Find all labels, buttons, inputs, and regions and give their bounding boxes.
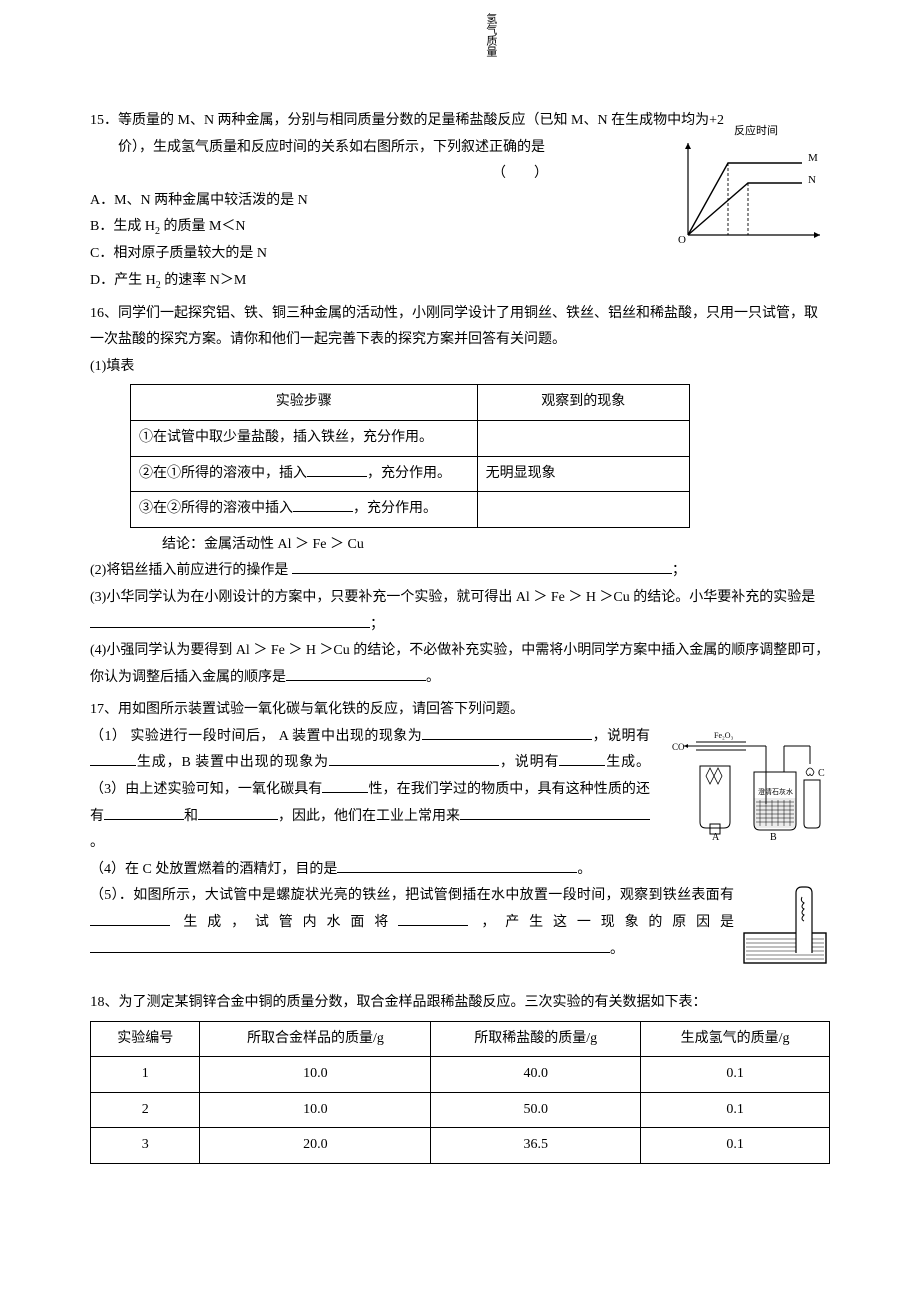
cell: 3 bbox=[91, 1128, 200, 1164]
q17-p3: （3）由上述实验可知，一氧化碳具有性，在我们学过的物质中，具有这种性质的还有和，… bbox=[90, 777, 650, 857]
cell: 2 bbox=[91, 1092, 200, 1128]
q18-data-table: 实验编号 所取合金样品的质量/g 所取稀盐酸的质量/g 生成氢气的质量/g 1 … bbox=[90, 1021, 830, 1164]
apparatus-svg: CO Fe₂O₃ A 澄清石灰水 B bbox=[670, 724, 830, 842]
table-row: 1 10.0 40.0 0.1 bbox=[91, 1057, 830, 1093]
q17-stem: 17、用如图所示装置试验一氧化碳与氧化铁的反应，请回答下列问题。 bbox=[90, 697, 830, 724]
step1-obs bbox=[477, 420, 689, 456]
step2-text: ②在①所得的溶液中，插入，充分作用。 bbox=[131, 456, 478, 492]
svg-text:Fe₂O₃: Fe₂O₃ bbox=[714, 731, 734, 740]
table-row: 实验编号 所取合金样品的质量/g 所取稀盐酸的质量/g 生成氢气的质量/g bbox=[91, 1021, 830, 1057]
blank-17-3d[interactable] bbox=[460, 804, 650, 819]
blank-sub4[interactable] bbox=[286, 665, 426, 680]
blank-17-1d[interactable] bbox=[559, 751, 605, 766]
x-axis-label: 反应时间 bbox=[748, 121, 778, 142]
cell: 0.1 bbox=[641, 1092, 830, 1128]
step3-obs bbox=[477, 492, 689, 528]
blank-17-3a[interactable] bbox=[322, 778, 368, 793]
blank-17-3b[interactable] bbox=[104, 804, 184, 819]
question-16: 16、同学们一起探究铝、铁、铜三种金属的活动性，小刚同学设计了用铜丝、铁丝、铝丝… bbox=[90, 301, 830, 692]
col-3: 生成氢气的质量/g bbox=[641, 1021, 830, 1057]
y-axis-label-vertical: 氢气质量 bbox=[648, 135, 664, 176]
blank-17-4[interactable] bbox=[337, 857, 577, 872]
cell: 36.5 bbox=[431, 1128, 641, 1164]
col-0: 实验编号 bbox=[91, 1021, 200, 1057]
tube-water-svg bbox=[740, 883, 830, 969]
cell: 0.1 bbox=[641, 1128, 830, 1164]
q17-p1: （1） 实验进行一段时间后， A 装置中出现的现象为，说明有生成，B 装置中出现… bbox=[90, 724, 650, 777]
q15-option-d: D．产生 H2 的速率 N＞M bbox=[90, 268, 830, 295]
q15-stem-line2-wrap: M N O 价），生成氢气质量和反应时间的关系如右图所示，下列叙述正确的是 氢气… bbox=[90, 135, 830, 188]
svg-text:CO: CO bbox=[672, 742, 685, 752]
step3-text: ③在②所得的溶液中插入，充分作用。 bbox=[131, 492, 478, 528]
cell: 20.0 bbox=[200, 1128, 431, 1164]
svg-text:A: A bbox=[712, 832, 720, 842]
blank-step3[interactable] bbox=[293, 497, 353, 512]
q16-conclusion: 结论：金属活动性 Al ＞ Fe ＞ Cu bbox=[90, 532, 830, 559]
q17-p5: （5）．如图所示，大试管中是螺旋状光亮的铁丝，把试管倒插在水中放置一段时间，观察… bbox=[90, 883, 830, 963]
blank-sub3[interactable] bbox=[90, 612, 370, 627]
q15-chart-svg: M N O bbox=[670, 135, 830, 247]
series-n-label: N bbox=[808, 174, 816, 186]
table-row: 实验步骤 观察到的现象 bbox=[131, 385, 690, 421]
blank-17-5a[interactable] bbox=[90, 911, 170, 926]
blank-17-5c[interactable] bbox=[90, 937, 610, 952]
question-15: 15．等质量的 M、N 两种金属，分别与相同质量分数的足量稀盐酸反应（已知 M、… bbox=[90, 108, 830, 295]
table-row: ①在试管中取少量盐酸，插入铁丝，充分作用。 bbox=[131, 420, 690, 456]
q16-steps-table: 实验步骤 观察到的现象 ①在试管中取少量盐酸，插入铁丝，充分作用。 ②在①所得的… bbox=[130, 384, 690, 527]
step1-text: ①在试管中取少量盐酸，插入铁丝，充分作用。 bbox=[131, 420, 478, 456]
question-18: 18、为了测定某铜锌合金中铜的质量分数，取合金样品跟稀盐酸反应。三次实验的有关数… bbox=[90, 988, 830, 1164]
blank-sub2[interactable] bbox=[292, 559, 672, 574]
cell: 0.1 bbox=[641, 1057, 830, 1093]
series-m-label: M bbox=[808, 152, 818, 164]
table-row: ③在②所得的溶液中插入，充分作用。 bbox=[131, 492, 690, 528]
blank-17-1c[interactable] bbox=[329, 751, 499, 766]
q18-stem: 18、为了测定某铜锌合金中铜的质量分数，取合金样品跟稀盐酸反应。三次实验的有关数… bbox=[90, 988, 830, 1017]
blank-17-5b[interactable] bbox=[398, 911, 468, 926]
svg-text:澄清石灰水: 澄清石灰水 bbox=[758, 787, 793, 796]
blank-17-1b[interactable] bbox=[90, 751, 136, 766]
q15-paren: （ ） bbox=[492, 166, 548, 181]
q17-diagram-1: CO Fe₂O₃ A 澄清石灰水 B bbox=[670, 724, 830, 853]
q16-sub1: (1)填表 bbox=[90, 354, 830, 381]
origin-label: O bbox=[678, 234, 686, 246]
blank-step2[interactable] bbox=[307, 461, 367, 476]
blank-17-1a[interactable] bbox=[422, 724, 592, 739]
question-17: 17、用如图所示装置试验一氧化碳与氧化铁的反应，请回答下列问题。 CO Fe₂O… bbox=[90, 697, 830, 980]
cell: 50.0 bbox=[431, 1092, 641, 1128]
col-step-header: 实验步骤 bbox=[131, 385, 478, 421]
q16-sub2: (2)将铝丝插入前应进行的操作是 ； bbox=[90, 558, 830, 585]
table-row: ②在①所得的溶液中，插入，充分作用。 无明显现象 bbox=[131, 456, 690, 492]
table-row: 3 20.0 36.5 0.1 bbox=[91, 1128, 830, 1164]
cell: 40.0 bbox=[431, 1057, 641, 1093]
table-row: 2 10.0 50.0 0.1 bbox=[91, 1092, 830, 1128]
cell: 10.0 bbox=[200, 1092, 431, 1128]
q16-sub4: (4)小强同学认为要得到 Al ＞ Fe ＞ H ＞Cu 的结论，不必做补充实验… bbox=[90, 638, 830, 691]
q16-sub3: (3)小华同学认为在小刚设计的方案中，只要补充一个实验，就可得出 Al ＞ Fe… bbox=[90, 585, 830, 638]
svg-text:C: C bbox=[818, 768, 825, 779]
cell: 1 bbox=[91, 1057, 200, 1093]
q17-p4: （4）在 C 处放置燃着的酒精灯，目的是。 bbox=[90, 857, 830, 884]
svg-text:B: B bbox=[770, 832, 777, 842]
q16-stem: 16、同学们一起探究铝、铁、铜三种金属的活动性，小刚同学设计了用铜丝、铁丝、铝丝… bbox=[90, 301, 830, 354]
blank-17-3c[interactable] bbox=[198, 804, 278, 819]
col-1: 所取合金样品的质量/g bbox=[200, 1021, 431, 1057]
q17-diagram-2 bbox=[740, 883, 830, 980]
col-2: 所取稀盐酸的质量/g bbox=[431, 1021, 641, 1057]
step2-obs: 无明显现象 bbox=[477, 456, 689, 492]
q15-stem-line1: 15．等质量的 M、N 两种金属，分别与相同质量分数的足量稀盐酸反应（已知 M、… bbox=[90, 108, 830, 135]
q15-stem-line2: 价），生成氢气质量和反应时间的关系如右图所示，下列叙述正确的是 bbox=[118, 140, 545, 155]
col-observe-header: 观察到的现象 bbox=[477, 385, 689, 421]
cell: 10.0 bbox=[200, 1057, 431, 1093]
q15-chart: M N O bbox=[670, 135, 830, 247]
